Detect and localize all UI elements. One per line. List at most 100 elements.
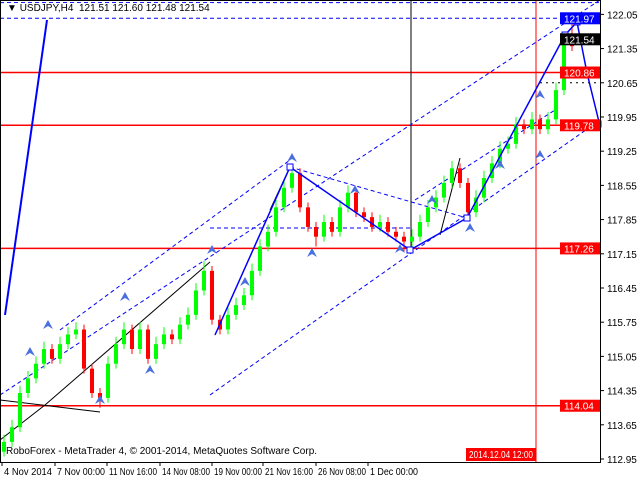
arrow-marker-icon — [120, 292, 130, 301]
candle-body — [466, 182, 470, 213]
candle-body — [122, 329, 126, 345]
candle-body — [450, 168, 454, 183]
candle — [266, 224, 270, 252]
candle — [122, 322, 126, 350]
candle-body — [154, 344, 158, 359]
y-tick-label: 122.05 — [607, 10, 638, 21]
arrow-marker-icon — [465, 223, 475, 232]
y-tick-label: 119.25 — [607, 147, 637, 158]
candle-body — [146, 329, 150, 359]
arrow-marker-icon — [240, 277, 250, 286]
candle — [298, 168, 302, 213]
candle — [282, 180, 286, 213]
candle-body — [250, 270, 254, 296]
x-tick-label: 4 Nov 2014 — [4, 467, 52, 478]
candle-body — [82, 329, 86, 369]
candle-body — [314, 226, 318, 237]
candle-body — [354, 192, 358, 213]
candle — [522, 119, 526, 135]
candle — [210, 266, 214, 325]
candle-body — [10, 427, 14, 442]
candle — [338, 200, 342, 237]
wave-line — [214, 20, 601, 336]
x-tick-label: 26 Nov 08:00 — [318, 467, 366, 478]
candle-body — [306, 207, 310, 227]
current-price-label: 121.54 — [564, 35, 595, 46]
price-level-label: 120.86 — [564, 69, 595, 80]
y-tick-label: 113.65 — [607, 421, 637, 432]
arrow-marker-icon — [427, 195, 437, 204]
y-tick-label: 117.15 — [607, 250, 637, 261]
candle — [458, 163, 462, 188]
candle-body — [226, 314, 230, 330]
y-tick-label: 119.95 — [607, 113, 637, 124]
candle — [130, 324, 134, 354]
candle-body — [2, 441, 6, 452]
candle-body — [210, 270, 214, 320]
y-tick-label: 120.65 — [607, 79, 638, 90]
candle-body — [330, 222, 334, 232]
candle-body — [538, 119, 542, 130]
y-tick-label: 116.45 — [607, 284, 637, 295]
arrow-marker-icon — [145, 365, 155, 374]
candle-body — [442, 182, 446, 198]
wave-point-marker — [463, 214, 471, 222]
candle — [322, 214, 326, 242]
candle-body — [258, 246, 262, 271]
trend-line — [0, 399, 101, 413]
x-tick-label: 7 Nov 00:00 — [57, 467, 105, 478]
arrow-marker-icon — [287, 153, 297, 162]
price-level-tag — [560, 399, 600, 412]
current-price-tag — [560, 33, 600, 46]
y-tick-label: 112.95 — [607, 455, 637, 466]
candle — [170, 329, 174, 345]
candle — [466, 178, 470, 218]
candle — [386, 217, 390, 237]
candle — [194, 283, 198, 320]
candle-body — [170, 334, 174, 340]
candle-body — [410, 236, 414, 242]
arrow-marker-icon — [495, 160, 505, 169]
wave-line — [4, 19, 48, 316]
candle-body — [202, 270, 206, 291]
price-level-tag — [560, 242, 600, 255]
candle — [50, 344, 54, 364]
candle-body — [50, 349, 54, 359]
price-level-tag — [560, 12, 600, 25]
candle-body — [506, 143, 510, 149]
candle — [306, 202, 310, 232]
arrow-marker-icon — [350, 185, 360, 194]
candle-body — [18, 393, 22, 428]
candle — [2, 434, 6, 457]
chart-title: ▼ USDJPY,H4 121.51 121.60 121.48 121.54 — [5, 3, 212, 14]
y-tick-label: 121.35 — [607, 45, 638, 56]
candle — [42, 341, 46, 369]
wave-point-marker — [406, 246, 414, 254]
candle — [138, 322, 142, 354]
candle — [410, 229, 414, 247]
candle-body — [426, 207, 430, 223]
candle — [226, 307, 230, 335]
candle-body — [130, 329, 134, 350]
arrow-marker-icon — [535, 90, 545, 99]
candle — [418, 214, 422, 242]
candle-body — [514, 124, 518, 144]
copyright-text: RoboForex - MetaTrader 4, © 2001-2014, M… — [6, 446, 318, 457]
candle — [474, 190, 478, 218]
candle-body — [138, 329, 142, 350]
y-tick-label: 118.55 — [607, 181, 637, 192]
candle — [106, 356, 110, 403]
candle — [394, 226, 398, 242]
candle-body — [458, 168, 462, 183]
candle-body — [162, 334, 166, 345]
price-level-label: 121.97 — [564, 14, 595, 25]
y-tick-label: 117.85 — [607, 216, 637, 227]
candle — [314, 222, 318, 247]
candle-body — [194, 290, 198, 315]
trend-channel-line — [289, 166, 468, 219]
arrow-marker-icon — [43, 320, 53, 329]
candle — [202, 261, 206, 296]
candle-body — [402, 236, 406, 242]
